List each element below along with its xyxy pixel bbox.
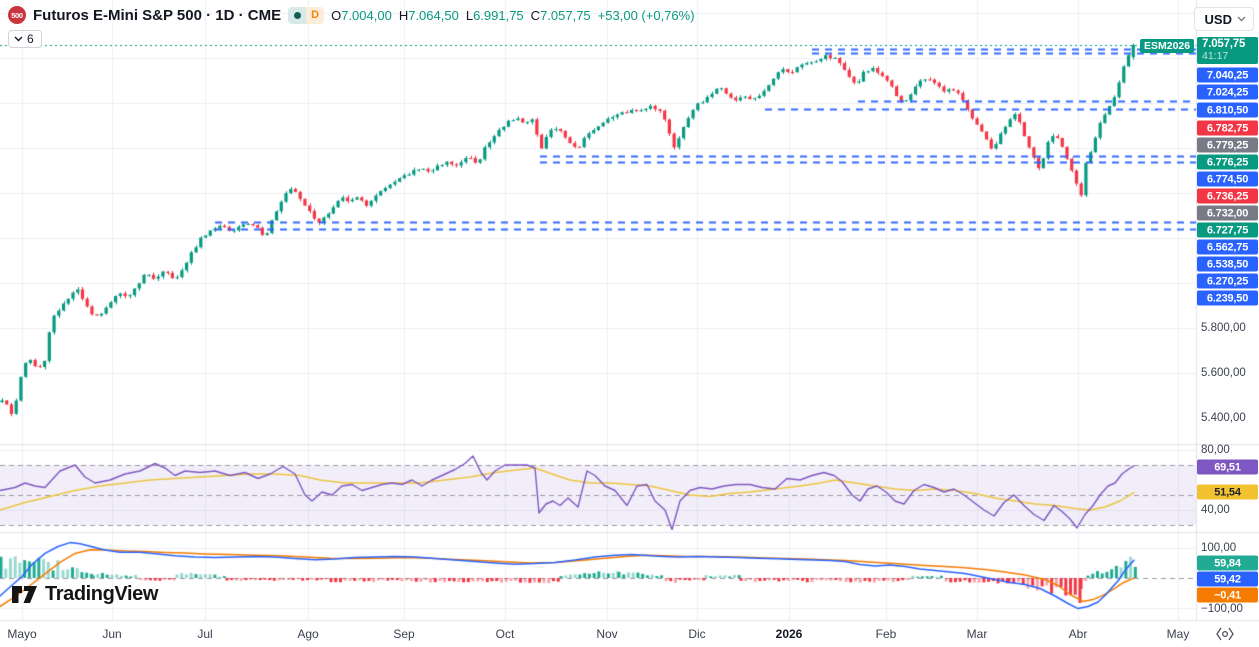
sp500-logo-icon: 500 [8,6,26,24]
price-level-label: 7.024,25 [1197,84,1258,100]
price-level-label: 6.774,50 [1197,171,1258,187]
ohlc-field: L6.991,75 [465,7,524,23]
rsi-value-label: 51,54 [1197,484,1258,500]
time-axis-label: Ago [297,627,319,641]
tradingview-logo-icon [12,585,37,603]
time-axis-label: Abr [1068,627,1088,641]
time-axis-label: Mayo [7,627,37,641]
price-level-label: 6.732,00 [1197,205,1258,221]
rsi-axis-tick: 40,00 [1201,504,1230,516]
rsi-axis-tick: 80,00 [1201,444,1230,456]
oscillator-axis-tick: −100,00 [1201,603,1243,615]
time-axis-label: May [1166,627,1190,641]
session-countdown: 41:17 [1202,50,1229,62]
price-level-label: 6.538,50 [1197,256,1258,272]
currency-selector-button[interactable]: USD [1193,7,1254,31]
ohlc-field: H7.064,50 [398,7,459,23]
collapsed-indicators-count: 6 [27,32,34,46]
oscillator-value-label: −0,41 [1197,587,1258,603]
time-axis-label: Sep [393,627,415,641]
time-axis-label: Mar [966,627,988,641]
price-level-label: 6.736,25 [1197,188,1258,204]
time-axis-label: 2026 [775,627,803,641]
oscillator-axis-tick: 100,00 [1201,542,1237,554]
chevron-down-icon [1237,16,1246,22]
change-value: +53,00 (+0,76%) [597,7,695,23]
price-level-label: 6.270,25 [1197,273,1258,289]
time-axis-label: Dic [688,627,706,641]
ohlc-field: O7.004,00 [331,7,392,23]
time-axis-label: Feb [875,627,897,641]
tradingview-logo-text: TradingView [45,583,159,605]
price-axis-tick: 5.400,00 [1201,412,1246,424]
price-level-label: 6.727,75 [1197,222,1258,238]
time-axis-label: Oct [495,627,515,641]
symbol-title[interactable]: Futuros E-Mini S&P 500 · 1D · CME [33,6,282,24]
price-level-label: 7.040,25 [1197,67,1258,83]
settings-hexagon-icon [1216,627,1234,641]
current-price-badge: 7.057,75 41:17 [1197,37,1258,64]
price-level-label: 6.239,50 [1197,290,1258,306]
time-axis-label: Jun [102,627,122,641]
price-level-label: 6.776,25 [1197,154,1258,170]
tradingview-logo[interactable]: TradingView [11,583,158,606]
time-axis-label: Jul [197,627,213,641]
price-axis-tick: 5.600,00 [1201,367,1246,379]
time-axis-label: Nov [596,627,618,641]
chart-header: 500 Futuros E-Mini S&P 500 · 1D · CME D … [8,6,695,24]
market-status-pill[interactable]: D [288,6,325,24]
chevron-down-icon [14,36,23,42]
series-symbol-flag: ESM2026 [1140,39,1195,53]
ohlc-field: C7.057,75 [530,7,591,23]
price-level-label: 6.779,25 [1197,137,1258,153]
price-level-label: 6.782,75 [1197,120,1258,136]
ohlc-values: O7.004,00 H7.064,50 L6.991,75 C7.057,75 [331,8,591,23]
price-level-label: 6.562,75 [1197,239,1258,255]
rsi-value-label: 69,51 [1197,459,1258,475]
price-axis-tick: 5.800,00 [1201,322,1246,334]
price-level-label: 6.810,50 [1197,102,1258,118]
time-axis-settings-button[interactable] [1214,625,1236,643]
currency-label: USD [1204,11,1232,27]
market-status-dot-icon [288,6,307,24]
oscillator-value-label: 59,42 [1197,571,1258,587]
current-price: 7.057,75 [1202,38,1246,50]
oscillator-value-label: 59,84 [1197,555,1258,571]
delayed-data-icon: D [306,6,325,24]
collapsed-indicators-button[interactable]: 6 [8,30,42,48]
